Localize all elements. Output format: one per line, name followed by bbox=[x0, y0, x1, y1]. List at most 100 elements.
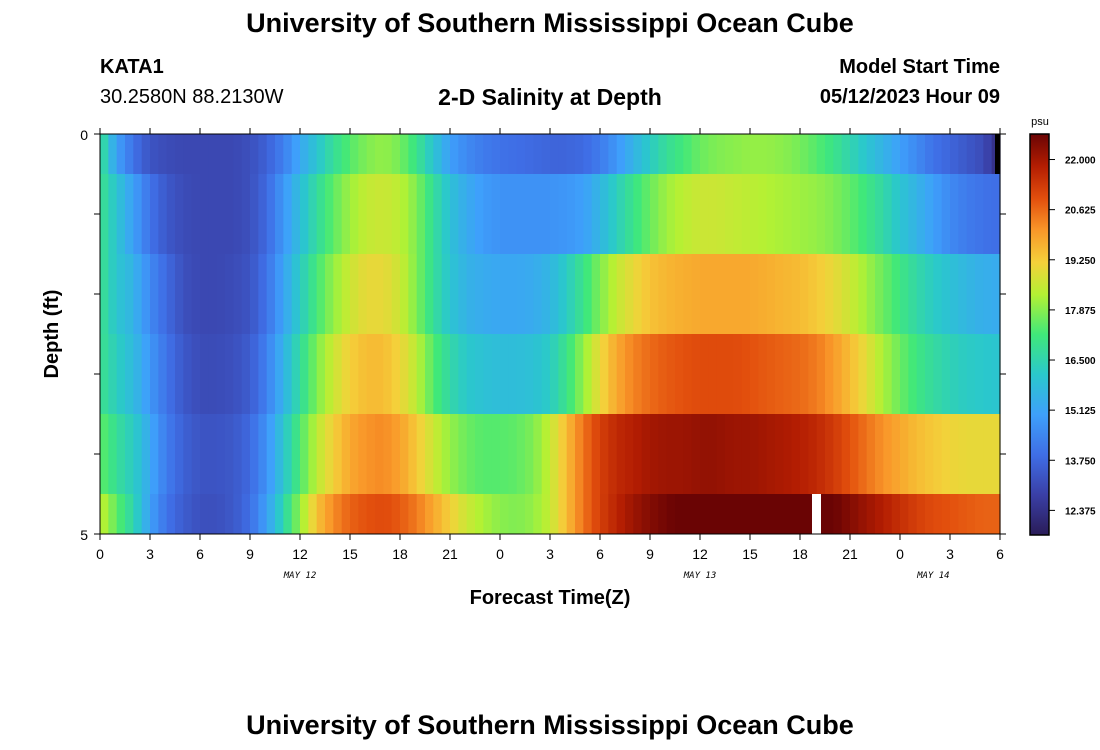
heatmap-cell bbox=[575, 174, 584, 254]
heatmap-cell bbox=[633, 334, 643, 414]
heatmap-cell bbox=[816, 334, 826, 414]
heatmap-cell bbox=[408, 334, 418, 414]
heatmap-cell bbox=[958, 174, 968, 254]
heatmap-cell bbox=[416, 254, 426, 334]
heatmap-cell bbox=[891, 414, 901, 494]
heatmap-cell bbox=[833, 174, 843, 254]
heatmap-cell bbox=[958, 494, 968, 534]
heatmap-cell bbox=[891, 254, 901, 334]
heatmap-cell bbox=[150, 494, 159, 534]
colorbar bbox=[1029, 133, 1050, 536]
heatmap-cell bbox=[700, 134, 709, 174]
heatmap-cell bbox=[916, 254, 926, 334]
heatmap-cell bbox=[366, 174, 376, 254]
heatmap-cell bbox=[475, 134, 484, 174]
heatmap-cell bbox=[950, 174, 959, 254]
heatmap-cell bbox=[600, 174, 609, 254]
heatmap-cell bbox=[775, 334, 784, 414]
heatmap-cell bbox=[483, 174, 493, 254]
heatmap-cell bbox=[425, 134, 434, 174]
heatmap-cell bbox=[466, 494, 476, 534]
heatmap-cell bbox=[291, 254, 301, 334]
heatmap-cell bbox=[200, 134, 209, 174]
heatmap-cell bbox=[591, 494, 601, 534]
heatmap-cell bbox=[483, 134, 493, 174]
heatmap-cell bbox=[508, 254, 518, 334]
heatmap-cell bbox=[641, 334, 651, 414]
heatmap-cell bbox=[533, 334, 543, 414]
heatmap-cell bbox=[600, 494, 609, 534]
heatmap-cell bbox=[825, 494, 834, 534]
heatmap-cell bbox=[125, 334, 134, 414]
heatmap-cell bbox=[266, 494, 276, 534]
heatmap-cell bbox=[708, 134, 718, 174]
heatmap-cell bbox=[600, 334, 609, 414]
heatmap-cell bbox=[258, 254, 268, 334]
heatmap-cell bbox=[475, 174, 484, 254]
heatmap-cell bbox=[300, 254, 309, 334]
heatmap-cell bbox=[625, 174, 634, 254]
heatmap-cell bbox=[350, 134, 359, 174]
station-id: KATA1 bbox=[100, 56, 164, 78]
heatmap-cell bbox=[658, 254, 668, 334]
heatmap-cell bbox=[500, 254, 509, 334]
heatmap-cell bbox=[900, 494, 909, 534]
heatmap-cell bbox=[208, 254, 218, 334]
heatmap-cell bbox=[750, 134, 759, 174]
heatmap-cell bbox=[125, 174, 134, 254]
x-tick-label: 3 bbox=[546, 546, 554, 562]
heatmap-cell bbox=[183, 334, 193, 414]
heatmap-cell bbox=[341, 254, 351, 334]
heatmap-cell bbox=[533, 174, 543, 254]
heatmap-cell bbox=[175, 334, 184, 414]
heatmap-cell bbox=[916, 494, 926, 534]
heatmap-cell bbox=[150, 134, 159, 174]
x-tick-label: 21 bbox=[842, 546, 858, 562]
heatmap-cell bbox=[150, 414, 159, 494]
heatmap-cell bbox=[991, 414, 1001, 494]
heatmap-cell bbox=[383, 334, 393, 414]
heatmap-cell bbox=[483, 494, 493, 534]
x-tick-label: 9 bbox=[246, 546, 254, 562]
heatmap-cell bbox=[158, 174, 168, 254]
heatmap-cell bbox=[216, 174, 226, 254]
heatmap-cell bbox=[616, 494, 626, 534]
heatmap-cell bbox=[508, 334, 518, 414]
heatmap-cell bbox=[941, 174, 951, 254]
heatmap-cell bbox=[558, 494, 568, 534]
heatmap-cell bbox=[683, 334, 693, 414]
heatmap-cell bbox=[250, 134, 259, 174]
heatmap-cell bbox=[183, 174, 193, 254]
heatmap-cell bbox=[575, 254, 584, 334]
heatmap-cell bbox=[816, 254, 826, 334]
heatmap-cell bbox=[241, 254, 251, 334]
heatmap-cell bbox=[716, 134, 726, 174]
heatmap-cell bbox=[875, 134, 884, 174]
heatmap-cell bbox=[575, 334, 584, 414]
model-start-value: 05/12/2023 Hour 09 bbox=[819, 86, 1000, 108]
x-tick-label: 3 bbox=[146, 546, 154, 562]
heatmap-cell bbox=[591, 334, 601, 414]
heatmap-cell bbox=[708, 174, 718, 254]
heatmap-cell bbox=[891, 494, 901, 534]
heatmap-cell bbox=[850, 254, 859, 334]
heatmap-cell bbox=[150, 334, 159, 414]
heatmap-cell bbox=[633, 174, 643, 254]
heatmap-cell bbox=[883, 494, 893, 534]
heatmap-cell bbox=[666, 254, 676, 334]
heatmap-cell bbox=[783, 414, 793, 494]
heatmap-cell bbox=[508, 414, 518, 494]
x-axis: 0 3 6 9 12 15 18 21 0 3 6 9 12 15 18 21 0 3 6 MAY 12 MAY 13 M… bbox=[96, 128, 1004, 581]
x-axis-label: Forecast Time(Z) bbox=[470, 587, 631, 609]
heatmap-cell bbox=[433, 174, 443, 254]
heatmap-cell bbox=[333, 134, 343, 174]
heatmap-cell bbox=[266, 254, 276, 334]
heatmap-cell bbox=[225, 254, 234, 334]
heatmap-cell bbox=[908, 254, 918, 334]
heatmap-cell bbox=[600, 254, 609, 334]
heatmap-cell bbox=[600, 134, 609, 174]
heatmap-cell bbox=[858, 174, 868, 254]
heatmap-cell bbox=[941, 494, 951, 534]
heatmap-cell bbox=[350, 334, 359, 414]
heatmap-cell bbox=[308, 334, 318, 414]
